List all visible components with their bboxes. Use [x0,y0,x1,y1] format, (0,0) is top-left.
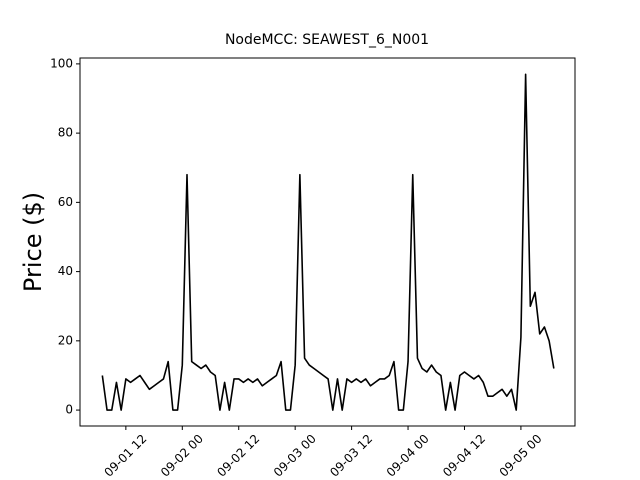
y-tick-label: 0 [65,403,73,417]
x-tick-label: 09-03 12 [327,432,375,480]
y-tick-label: 40 [58,264,73,278]
x-tick-label: 09-02 12 [214,432,262,480]
y-tick-label: 20 [58,333,73,347]
x-tick-label: 09-04 12 [440,432,488,480]
series-line [101,73,555,411]
x-tick-label: 09-05 00 [497,432,545,480]
y-tick-label: 60 [58,195,73,209]
y-tick-label: 100 [50,56,73,70]
x-tick-label: 09-04 00 [384,432,432,480]
chart-title: NodeMCC: SEAWEST_6_N001 [225,32,429,48]
x-tick-label: 09-02 00 [158,432,206,480]
x-tick-label: 09-01 12 [101,432,149,480]
y-axis-label: Price ($) [19,192,47,292]
plot-frame [79,57,576,427]
y-tick-label: 80 [58,126,73,140]
x-tick-label: 09-03 00 [271,432,319,480]
